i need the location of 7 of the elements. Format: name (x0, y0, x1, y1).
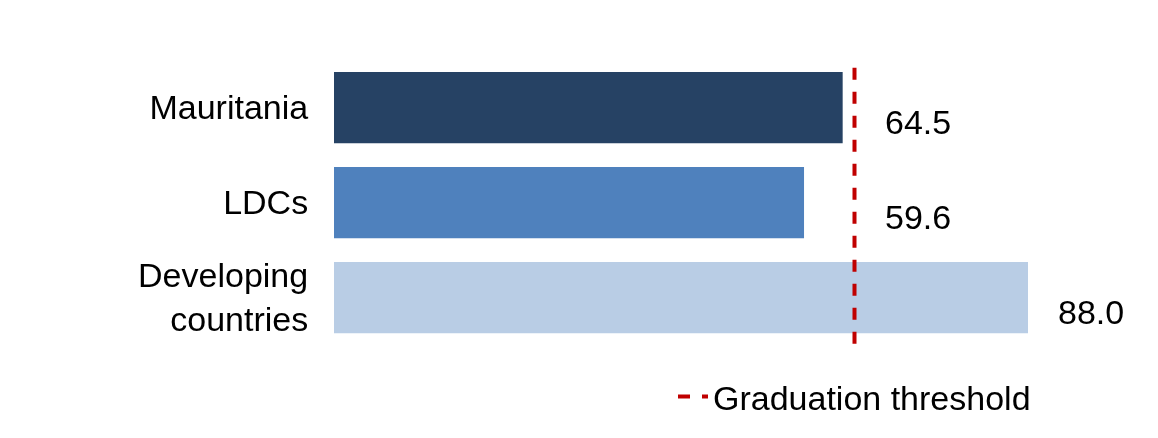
y-tick-label: LDCs (223, 183, 309, 222)
data-label: 88.0 (1058, 293, 1125, 331)
y-tick-label: Developing countries (138, 256, 309, 339)
ref-line-label: Graduation threshold (713, 378, 1031, 417)
data-label: 64.5 (885, 103, 952, 141)
y-tick-label: Mauritania (149, 88, 309, 127)
data-label: 59.6 (885, 198, 952, 236)
